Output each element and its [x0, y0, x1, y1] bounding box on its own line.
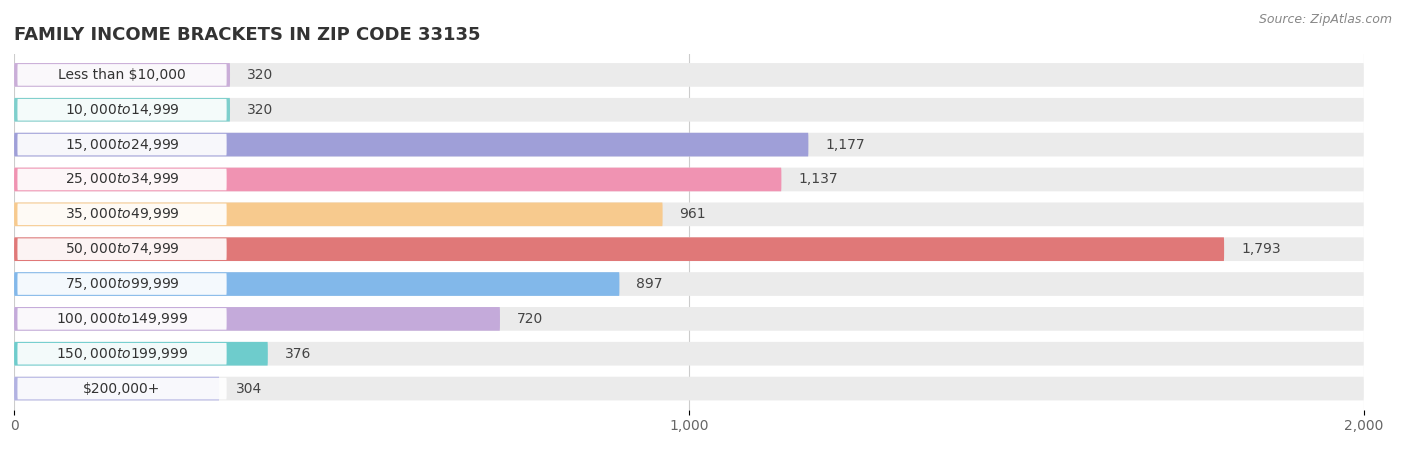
FancyBboxPatch shape: [14, 63, 1364, 87]
FancyBboxPatch shape: [14, 202, 662, 226]
Text: 720: 720: [517, 312, 543, 326]
Text: $35,000 to $49,999: $35,000 to $49,999: [65, 206, 180, 222]
FancyBboxPatch shape: [14, 133, 808, 157]
FancyBboxPatch shape: [17, 169, 226, 190]
FancyBboxPatch shape: [17, 308, 226, 330]
Text: $25,000 to $34,999: $25,000 to $34,999: [65, 171, 180, 188]
Text: FAMILY INCOME BRACKETS IN ZIP CODE 33135: FAMILY INCOME BRACKETS IN ZIP CODE 33135: [14, 26, 481, 44]
Text: $75,000 to $99,999: $75,000 to $99,999: [65, 276, 180, 292]
Text: 1,793: 1,793: [1241, 242, 1281, 256]
FancyBboxPatch shape: [14, 377, 219, 400]
FancyBboxPatch shape: [14, 237, 1364, 261]
FancyBboxPatch shape: [17, 134, 226, 155]
Text: Source: ZipAtlas.com: Source: ZipAtlas.com: [1258, 14, 1392, 27]
FancyBboxPatch shape: [14, 202, 1364, 226]
FancyBboxPatch shape: [14, 377, 1364, 400]
FancyBboxPatch shape: [14, 133, 1364, 157]
FancyBboxPatch shape: [17, 64, 226, 86]
FancyBboxPatch shape: [14, 342, 267, 365]
FancyBboxPatch shape: [14, 98, 231, 122]
Text: 320: 320: [247, 68, 273, 82]
FancyBboxPatch shape: [14, 272, 620, 296]
Text: 376: 376: [284, 347, 311, 361]
Text: 961: 961: [679, 207, 706, 221]
Text: $10,000 to $14,999: $10,000 to $14,999: [65, 102, 180, 118]
FancyBboxPatch shape: [14, 237, 1225, 261]
FancyBboxPatch shape: [14, 98, 1364, 122]
Text: $100,000 to $149,999: $100,000 to $149,999: [56, 311, 188, 327]
FancyBboxPatch shape: [14, 63, 231, 87]
Text: 1,177: 1,177: [825, 138, 865, 152]
FancyBboxPatch shape: [17, 273, 226, 295]
FancyBboxPatch shape: [17, 203, 226, 225]
Text: Less than $10,000: Less than $10,000: [58, 68, 186, 82]
Text: $50,000 to $74,999: $50,000 to $74,999: [65, 241, 180, 257]
FancyBboxPatch shape: [14, 307, 1364, 331]
Text: 320: 320: [247, 103, 273, 117]
FancyBboxPatch shape: [14, 167, 1364, 191]
FancyBboxPatch shape: [14, 307, 501, 331]
Text: $200,000+: $200,000+: [83, 382, 160, 396]
FancyBboxPatch shape: [17, 378, 226, 400]
Text: $15,000 to $24,999: $15,000 to $24,999: [65, 137, 180, 153]
Text: $150,000 to $199,999: $150,000 to $199,999: [56, 346, 188, 362]
Text: 897: 897: [637, 277, 662, 291]
FancyBboxPatch shape: [14, 167, 782, 191]
FancyBboxPatch shape: [17, 99, 226, 121]
FancyBboxPatch shape: [14, 272, 1364, 296]
FancyBboxPatch shape: [17, 343, 226, 364]
FancyBboxPatch shape: [17, 238, 226, 260]
Text: 304: 304: [236, 382, 263, 396]
Text: 1,137: 1,137: [799, 172, 838, 186]
FancyBboxPatch shape: [14, 342, 1364, 365]
